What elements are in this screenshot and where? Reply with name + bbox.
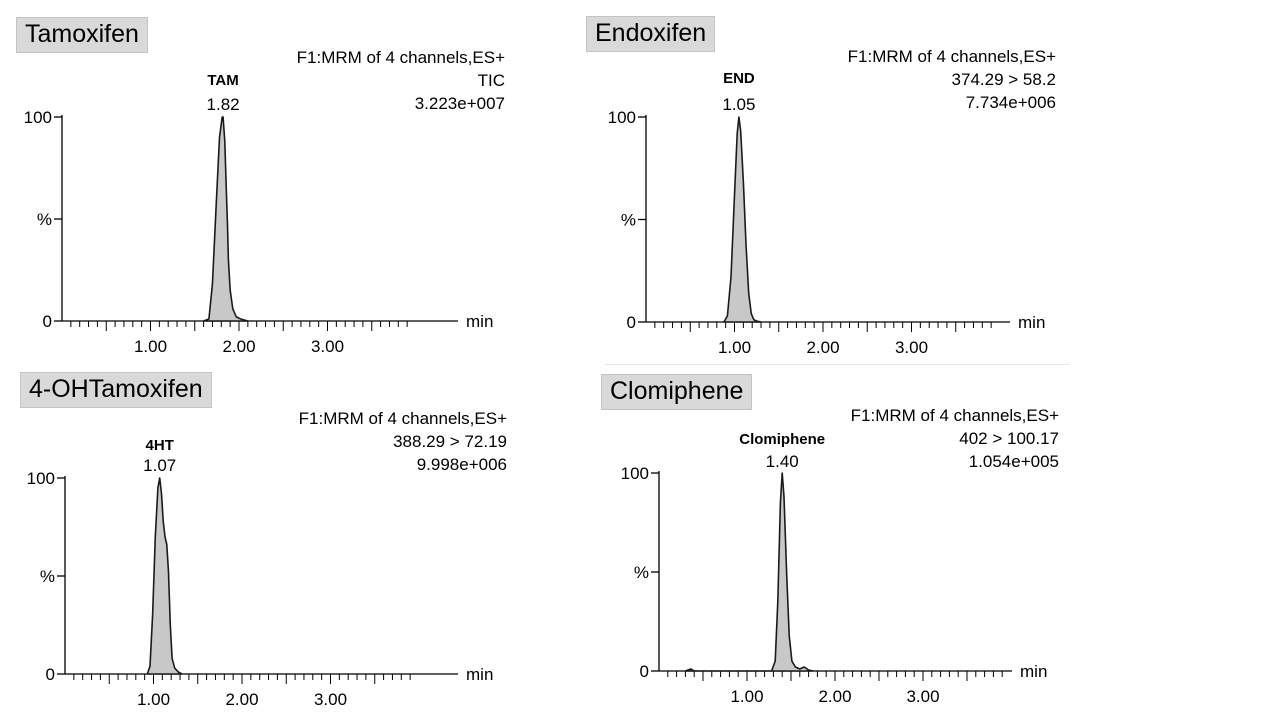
chart-header-line: F1:MRM of 4 channels,ES+ bbox=[297, 48, 505, 67]
peak-rt-label: 1.07 bbox=[143, 456, 176, 475]
chromatogram-plot: F1:MRM of 4 channels,ES+ 374.29 > 58.2 7.7… bbox=[608, 47, 1056, 357]
panel-title: 4-OHTamoxifen bbox=[20, 372, 212, 408]
panel-title: Endoxifen bbox=[586, 16, 716, 52]
x-axis-label: min bbox=[1018, 313, 1045, 332]
x-axis-label: min bbox=[1020, 662, 1047, 681]
chart-header-line: 1.054e+005 bbox=[969, 452, 1059, 471]
chromatogram-plot: F1:MRM of 4 channels,ES+ TIC 3.223e+007 TAM… bbox=[24, 48, 505, 356]
chromatogram-panel-tamoxifen: Tamoxifen F1:MRM of 4 channels,ES+ TIC 3.2… bbox=[0, 0, 560, 360]
x-tick-label: 2.00 bbox=[818, 687, 851, 706]
panel-divider bbox=[605, 364, 1070, 365]
y-tick-label: 0 bbox=[43, 312, 52, 331]
peak-trace bbox=[723, 116, 762, 323]
y-axis-label: % bbox=[634, 563, 649, 582]
peak-rt-label: 1.82 bbox=[207, 95, 240, 114]
x-tick-label: 3.00 bbox=[314, 690, 347, 709]
chart-header-line: 9.998e+006 bbox=[417, 455, 507, 474]
chart-header-line: F1:MRM of 4 channels,ES+ bbox=[299, 409, 507, 428]
x-tick-label: 3.00 bbox=[311, 337, 344, 356]
y-tick-label: 0 bbox=[640, 662, 649, 681]
y-tick-label: 0 bbox=[46, 665, 55, 684]
peak-rt-label: 1.40 bbox=[766, 452, 799, 471]
y-axis-label: % bbox=[621, 211, 636, 230]
chromatogram-panel-endoxifen: Endoxifen F1:MRM of 4 channels,ES+ 374.29… bbox=[586, 16, 1056, 357]
x-tick-label: 3.00 bbox=[895, 338, 928, 357]
x-tick-label: 2.00 bbox=[806, 338, 839, 357]
peak-trace bbox=[684, 472, 814, 672]
y-axis-label: % bbox=[37, 210, 52, 229]
chart-header-line: 402 > 100.17 bbox=[959, 429, 1059, 448]
x-tick-label: 1.00 bbox=[134, 337, 167, 356]
peak-name-label: TAM bbox=[207, 72, 238, 89]
x-axis-label: min bbox=[466, 665, 493, 684]
y-tick-label: 100 bbox=[27, 469, 55, 488]
peak-name-label: Clomiphene bbox=[739, 431, 825, 448]
chromatogram-panel-4-ohtamoxifen: 4-OHTamoxifen F1:MRM of 4 channels,ES+ 38… bbox=[0, 0, 560, 720]
x-axis-label: min bbox=[466, 312, 493, 331]
x-tick-label: 2.00 bbox=[222, 337, 255, 356]
peak-trace bbox=[202, 116, 249, 322]
chart-header-line: TIC bbox=[478, 71, 505, 90]
x-tick-label: 1.00 bbox=[730, 687, 763, 706]
chart-header-line: F1:MRM of 4 channels,ES+ bbox=[848, 47, 1056, 66]
x-tick-label: 1.00 bbox=[718, 338, 751, 357]
y-axis-label: % bbox=[40, 567, 55, 586]
y-tick-label: 100 bbox=[24, 108, 52, 127]
chromatogram-plot: F1:MRM of 4 channels,ES+ 388.29 > 72.19 9.… bbox=[27, 409, 507, 709]
chart-header-line: 3.223e+007 bbox=[415, 94, 505, 113]
peak-name-label: END bbox=[723, 70, 755, 87]
panel-title: Clomiphene bbox=[601, 374, 753, 410]
y-tick-label: 0 bbox=[627, 313, 636, 332]
chart-header-line: F1:MRM of 4 channels,ES+ bbox=[851, 406, 1059, 425]
peak-trace bbox=[146, 477, 183, 675]
peak-rt-label: 1.05 bbox=[722, 95, 755, 114]
chart-header-line: 7.734e+006 bbox=[966, 93, 1056, 112]
chart-header-line: 388.29 > 72.19 bbox=[393, 432, 507, 451]
x-tick-label: 3.00 bbox=[906, 687, 939, 706]
x-tick-label: 2.00 bbox=[225, 690, 258, 709]
panel-title: Tamoxifen bbox=[16, 17, 148, 53]
y-tick-label: 100 bbox=[621, 464, 649, 483]
y-tick-label: 100 bbox=[608, 108, 636, 127]
x-tick-label: 1.00 bbox=[137, 690, 170, 709]
chart-header-line: 374.29 > 58.2 bbox=[952, 70, 1056, 89]
peak-name-label: 4HT bbox=[146, 437, 174, 454]
